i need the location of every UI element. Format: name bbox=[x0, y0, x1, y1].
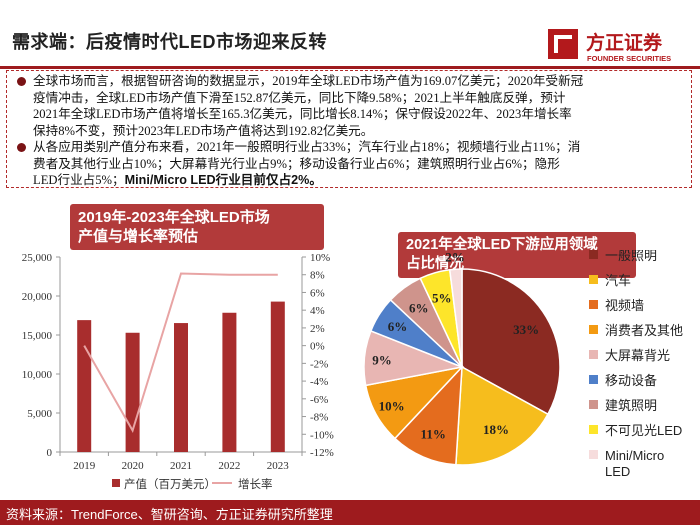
y2-tick-label: -2% bbox=[310, 358, 328, 370]
legend-label: 不可见光LED bbox=[605, 423, 682, 438]
legend-swatch bbox=[589, 275, 598, 284]
x-tick-label: 2019 bbox=[73, 460, 96, 472]
y-tick-label: 10,000 bbox=[22, 369, 53, 381]
y2-tick-label: 4% bbox=[310, 305, 325, 317]
bullet-text: LED行业占5%； bbox=[33, 173, 125, 187]
pie-chart-title-line: 2021年全球LED下游应用领域 bbox=[406, 237, 598, 253]
x-tick-label: 2023 bbox=[267, 460, 290, 472]
x-tick-label: 2022 bbox=[218, 460, 240, 472]
y2-tick-label: -10% bbox=[310, 429, 334, 441]
y-tick-label: 15,000 bbox=[22, 330, 53, 342]
y2-tick-label: 6% bbox=[310, 287, 325, 299]
y2-tick-label: 2% bbox=[310, 323, 325, 335]
bullet-line: 从各应用类别产值分布来看，2021年一般照明行业占33%；汽车行业占18%；视频… bbox=[33, 140, 581, 154]
bullet-application-share: 从各应用类别产值分布来看，2021年一般照明行业占33%；汽车行业占18%；视频… bbox=[17, 139, 683, 189]
legend-swatch bbox=[589, 400, 598, 409]
pie-chart-title-line: 占比情况 bbox=[406, 256, 464, 272]
legend-swatch-bar bbox=[112, 479, 120, 487]
bullet-market-size: 全球市场而言，根据智研咨询的数据显示，2019年全球LED市场产值为169.07… bbox=[17, 73, 683, 139]
y2-tick-label: 8% bbox=[310, 270, 325, 282]
x-tick-label: 2020 bbox=[122, 460, 145, 472]
bar-chart-title-line: 2019年-2023年全球LED市场 bbox=[78, 209, 270, 226]
pie-value-label: 6% bbox=[388, 319, 408, 334]
y2-tick-label: -12% bbox=[310, 447, 334, 459]
slide-title: 需求端：后疫情时代LED市场迎来反转 bbox=[12, 32, 327, 52]
legend-label-growth: 增长率 bbox=[238, 477, 273, 491]
pie-slice bbox=[455, 365, 549, 466]
legend-label: 建筑照明 bbox=[605, 398, 657, 413]
legend-swatch bbox=[589, 350, 598, 359]
y-tick-label: 25,000 bbox=[22, 252, 53, 264]
bullet-line: 费者及其他行业占10%；大屏幕背光行业占9%；移动设备行业占6%；建筑照明行业占… bbox=[33, 156, 560, 171]
pie-slice bbox=[448, 268, 463, 368]
pie-value-label: 6% bbox=[409, 301, 429, 316]
footer-bar bbox=[0, 500, 700, 525]
pie-value-label: 2% bbox=[445, 250, 465, 264]
bullet-line: 保持8%不变，预计2023年LED市场产值将达到192.82亿美元。 bbox=[33, 123, 374, 138]
x-tick-label: 2021 bbox=[170, 460, 192, 472]
logo-subtext: FOUNDER SECURITIES bbox=[587, 54, 671, 63]
bullet-line: 疫情冲击，全球LED市场产值下滑至152.87亿美元，同比下降9.58%；202… bbox=[33, 90, 566, 105]
legend-swatch bbox=[589, 325, 598, 334]
y2-tick-label: 0% bbox=[310, 341, 325, 353]
y-tick-label: 5,000 bbox=[27, 408, 52, 420]
bar bbox=[77, 320, 92, 452]
pie-slice bbox=[461, 268, 561, 416]
bar-line-chart: 0 5,000 10,000 15,000 20,000 25,000 -12% -10% -8… bbox=[22, 252, 334, 491]
legend-label: 视频墙 bbox=[605, 298, 644, 313]
y-tick-label: 0 bbox=[47, 447, 53, 459]
bar bbox=[174, 323, 188, 452]
legend-swatch bbox=[589, 375, 598, 384]
legend-label: 移动设备 bbox=[605, 373, 657, 388]
legend-swatch bbox=[589, 425, 598, 434]
pie-chart: 33%18%11%10%9%6%6%5%2% 一般照明汽车视频墙消费者及其他大屏幕… bbox=[363, 250, 683, 479]
bar-chart-title-line: 产值与增长率预估 bbox=[78, 228, 199, 245]
bullet-line: 2021年全球LED市场产值将增长至165.3亿美元，同比增长8.14%；保守假… bbox=[33, 107, 572, 121]
legend-label: Mini/Micro bbox=[605, 448, 664, 463]
legend-label: 汽车 bbox=[605, 273, 631, 288]
pie-value-label: 33% bbox=[513, 322, 539, 337]
pie-value-label: 10% bbox=[379, 399, 405, 414]
legend-swatch bbox=[589, 250, 598, 259]
legend-label: 消费者及其他 bbox=[605, 323, 683, 338]
y-tick-label: 20,000 bbox=[22, 291, 53, 303]
summary-box: 全球市场而言，根据智研咨询的数据显示，2019年全球LED市场产值为169.07… bbox=[6, 70, 692, 188]
bullet-highlight: Mini/Micro LED行业目前仅占2%。 bbox=[124, 173, 322, 187]
growth-rate-line bbox=[83, 272, 278, 434]
logo-text: 方正证券 bbox=[586, 31, 663, 54]
legend-label-output: 产值（百万美元） bbox=[124, 477, 216, 491]
y2-tick-label: -6% bbox=[310, 394, 328, 406]
bar bbox=[125, 332, 140, 452]
legend-swatch bbox=[589, 450, 598, 459]
bar bbox=[270, 301, 285, 452]
bar bbox=[222, 312, 237, 452]
legend-swatch bbox=[589, 300, 598, 309]
legend-label: LED bbox=[605, 464, 630, 479]
header-divider bbox=[0, 66, 700, 69]
pie-value-label: 5% bbox=[432, 290, 452, 305]
y2-tick-label: 10% bbox=[310, 252, 330, 264]
legend-label: 大屏幕背光 bbox=[605, 348, 670, 363]
bar-chart-title: 2019年-2023年全球LED市场 产值与增长率预估 bbox=[70, 204, 324, 250]
y2-tick-label: -4% bbox=[310, 376, 328, 388]
pie-chart-title: 2021年全球LED下游应用领域 占比情况 bbox=[398, 232, 636, 278]
y2-tick-label: -8% bbox=[310, 412, 328, 424]
pie-value-label: 9% bbox=[372, 352, 392, 367]
legend-label: 一般照明 bbox=[605, 250, 657, 263]
source-note: 资料来源：TrendForce、智研咨询、方正证券研究所整理 bbox=[6, 507, 333, 522]
pie-value-label: 11% bbox=[421, 427, 446, 442]
pie-value-label: 18% bbox=[483, 422, 509, 437]
bullet-line: 全球市场而言，根据智研咨询的数据显示，2019年全球LED市场产值为169.07… bbox=[33, 74, 584, 88]
company-logo: 方正证券 FOUNDER SECURITIES bbox=[548, 29, 671, 63]
pie-slice bbox=[393, 364, 463, 466]
bullet-line: LED行业占5%；Mini/Micro LED行业目前仅占2%。 bbox=[33, 172, 683, 189]
